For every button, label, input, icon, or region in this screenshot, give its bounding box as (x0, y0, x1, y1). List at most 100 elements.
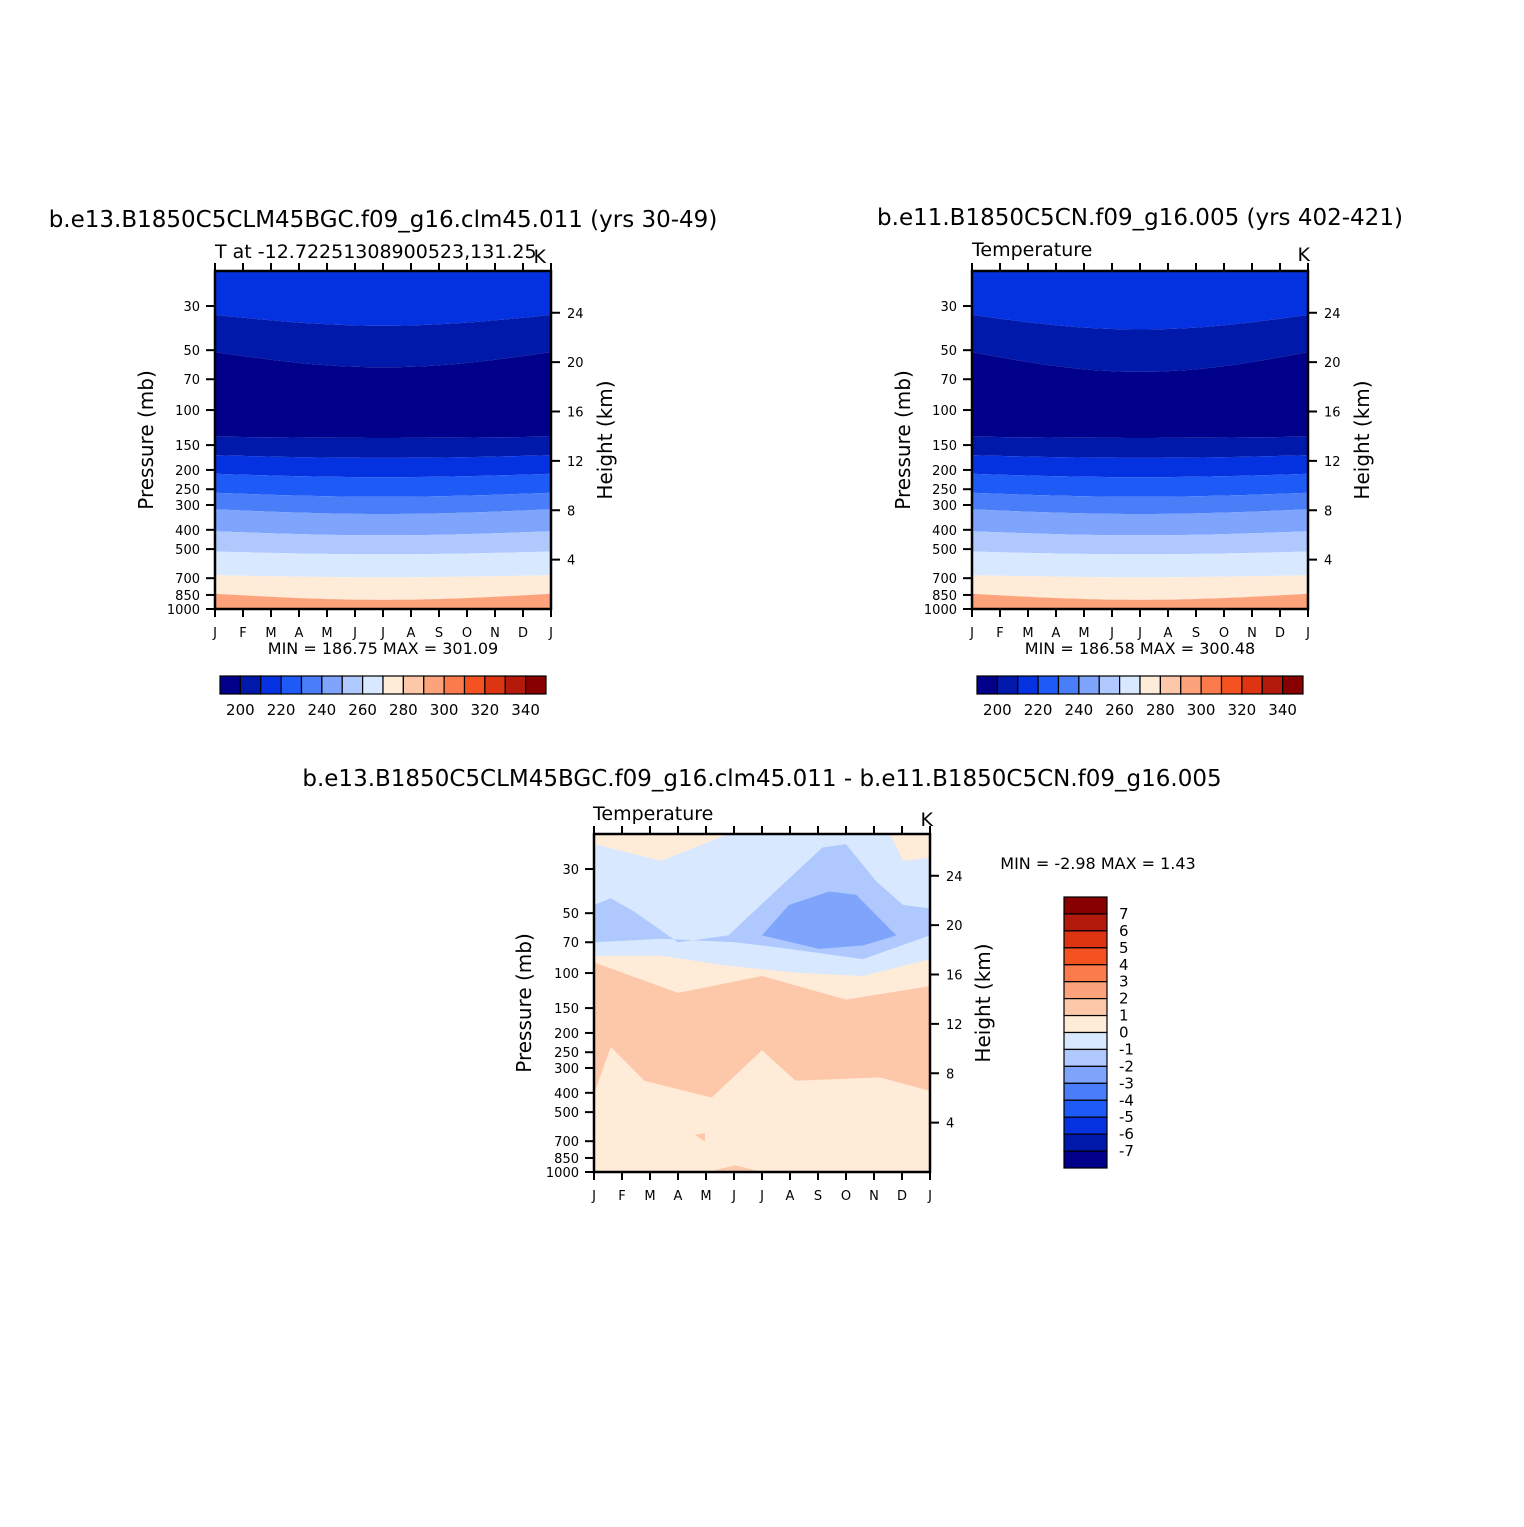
x-tick-label: J (1137, 626, 1142, 641)
colorbar-swatch (1241, 675, 1263, 695)
y-tick-label: 700 (175, 572, 200, 587)
colorbar-swatch (463, 675, 486, 695)
colorbar-swatch (1063, 1099, 1108, 1118)
colorbar-label: 340 (511, 701, 540, 719)
x-tick-label: J (212, 626, 217, 641)
y-tick-label: 70 (183, 373, 200, 388)
panel-title: b.e13.B1850C5CLM45BGC.f09_g16.clm45.011 … (302, 766, 1221, 792)
colorbar-swatch (504, 675, 527, 695)
colorbar-swatch (1063, 896, 1108, 915)
y-tick-label: 30 (562, 863, 579, 878)
temperature-band (972, 473, 1308, 497)
x-tick-label: M (321, 626, 332, 641)
colorbar-swatch (300, 675, 323, 695)
temperature-band (972, 352, 1308, 438)
x-tick-label: J (759, 1189, 764, 1204)
colorbar-swatch (1098, 675, 1121, 695)
colorbar-label: 1 (1119, 1007, 1129, 1025)
x-tick-label: J (927, 1189, 932, 1204)
colorbar-label: 240 (1065, 701, 1094, 719)
y-tick-label: 400 (554, 1087, 579, 1102)
colorbar-label: -3 (1119, 1074, 1134, 1092)
colorbar-swatch (1063, 1031, 1108, 1051)
y-tick-label: 30 (183, 300, 200, 315)
temperature-band (972, 314, 1308, 372)
temperature-band (215, 531, 551, 555)
colorbar-swatch (996, 675, 1019, 695)
y-tick-label: 300 (175, 499, 200, 514)
x-tick-label: A (1052, 626, 1061, 641)
x-tick-label: M (1078, 626, 1089, 641)
colorbar-label: 260 (348, 701, 377, 719)
y-right-tick-label: 8 (1324, 504, 1332, 519)
x-tick-label: A (786, 1189, 795, 1204)
contour-field (215, 271, 551, 609)
y-right-tick-label: 4 (946, 1117, 954, 1132)
colorbar-swatch (362, 675, 384, 695)
colorbar-swatch (402, 675, 425, 695)
colorbar-swatch (443, 675, 466, 695)
temperature-band (972, 551, 1308, 578)
colorbar-swatch (1063, 1150, 1108, 1169)
y-axis-label: Pressure (mb) (134, 370, 158, 510)
y-tick-label: 1000 (167, 603, 200, 618)
difference-region (762, 891, 897, 949)
y-right-tick-label: 12 (1324, 455, 1341, 470)
colorbar-swatch (1063, 1048, 1108, 1067)
colorbar-swatch (1063, 964, 1108, 983)
colorbar-label: -7 (1119, 1142, 1134, 1160)
y-axis-right-label: Height (km) (1350, 380, 1374, 499)
y-tick-label: 70 (940, 373, 957, 388)
y-axis-label: Pressure (mb) (512, 933, 536, 1073)
colorbar-label: 260 (1105, 701, 1134, 719)
panel-subtitle: T at -12.72251308900523,131.25 (214, 241, 537, 263)
x-tick-label: J (352, 626, 357, 641)
x-tick-label: A (407, 626, 416, 641)
x-tick-label: J (731, 1189, 736, 1204)
y-right-tick-label: 4 (567, 554, 575, 569)
colorbar-label: 6 (1119, 922, 1129, 940)
temperature-band (215, 352, 551, 438)
temperature-band (215, 436, 551, 458)
y-tick-label: 70 (562, 936, 579, 951)
y-tick-label: 200 (932, 464, 957, 479)
colorbar: 200 220 240 260 280 300 320 340 (219, 675, 547, 719)
colorbar-label: -2 (1119, 1057, 1134, 1075)
colorbar-label: -1 (1119, 1040, 1134, 1058)
colorbar-swatch (484, 675, 506, 695)
x-tick-label: A (295, 626, 304, 641)
colorbar-swatch (1037, 675, 1060, 695)
x-tick-label: S (1192, 626, 1200, 641)
units-label: K (534, 246, 547, 268)
colorbar-swatch (1063, 1082, 1108, 1101)
temperature-band (215, 575, 551, 600)
contour-field (594, 834, 930, 1172)
min-max-stats: MIN = -2.98 MAX = 1.43 (1000, 854, 1195, 873)
x-tick-label: A (1164, 626, 1173, 641)
colorbar-label: 320 (1228, 701, 1257, 719)
colorbar-swatch (1063, 913, 1108, 932)
y-tick-label: 1000 (924, 603, 957, 618)
y-tick-label: 500 (175, 543, 200, 558)
y-right-tick-label: 12 (567, 455, 584, 470)
y-tick-label: 500 (554, 1106, 579, 1121)
temperature-band (215, 551, 551, 578)
difference-region (594, 962, 930, 1098)
x-tick-label: D (897, 1189, 907, 1204)
x-tick-label: D (518, 626, 528, 641)
colorbar-swatch (1078, 675, 1100, 695)
temperature-band (972, 575, 1308, 600)
y-tick-label: 30 (940, 300, 957, 315)
y-tick-label: 250 (175, 483, 200, 498)
y-tick-label: 150 (932, 439, 957, 454)
y-right-tick-label: 16 (567, 406, 584, 421)
y-right-tick-label: 12 (946, 1018, 963, 1033)
temperature-band (972, 509, 1308, 536)
min-max-stats: MIN = 186.58 MAX = 300.48 (1025, 639, 1255, 658)
temperature-band (972, 531, 1308, 555)
x-tick-label: N (490, 626, 500, 641)
panel-subtitle: Temperature (971, 239, 1092, 261)
y-right-tick-label: 24 (946, 870, 963, 885)
